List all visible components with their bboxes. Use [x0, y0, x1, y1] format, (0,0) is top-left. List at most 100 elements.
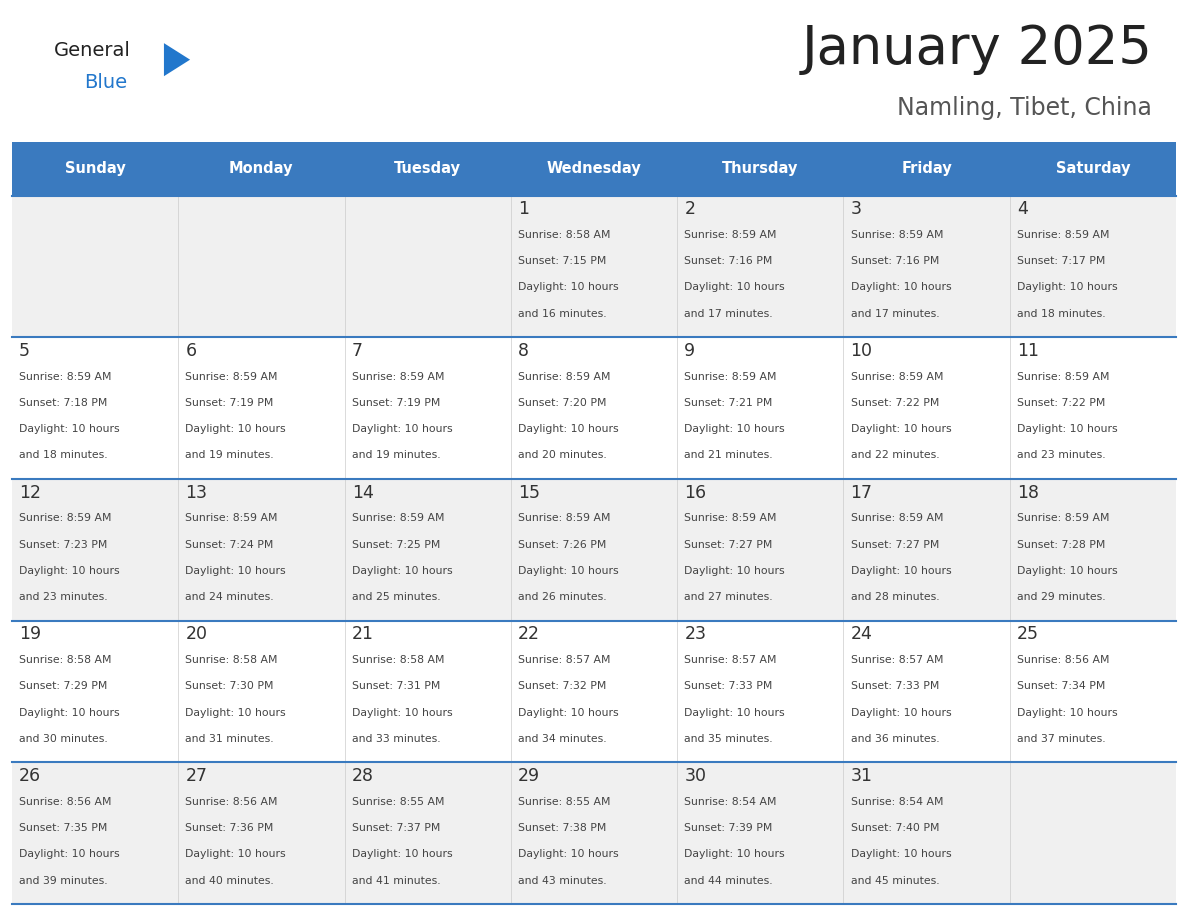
Text: Sunrise: 8:59 AM: Sunrise: 8:59 AM — [185, 513, 278, 523]
Text: Sunrise: 8:59 AM: Sunrise: 8:59 AM — [851, 513, 943, 523]
Text: and 44 minutes.: and 44 minutes. — [684, 876, 773, 886]
Text: Blue: Blue — [84, 73, 127, 93]
Text: 1: 1 — [518, 200, 529, 218]
Text: and 34 minutes.: and 34 minutes. — [518, 733, 607, 744]
Text: Sunset: 7:32 PM: Sunset: 7:32 PM — [518, 681, 606, 691]
Text: Sunrise: 8:56 AM: Sunrise: 8:56 AM — [19, 797, 112, 807]
Text: Sunset: 7:27 PM: Sunset: 7:27 PM — [851, 540, 939, 550]
Text: 10: 10 — [851, 341, 873, 360]
Text: and 41 minutes.: and 41 minutes. — [352, 876, 441, 886]
Text: 6: 6 — [185, 341, 196, 360]
Text: Namling, Tibet, China: Namling, Tibet, China — [897, 96, 1152, 120]
Text: Sunset: 7:15 PM: Sunset: 7:15 PM — [518, 256, 606, 266]
Text: Sunset: 7:38 PM: Sunset: 7:38 PM — [518, 823, 606, 833]
Text: 20: 20 — [185, 625, 208, 644]
Text: Sunrise: 8:59 AM: Sunrise: 8:59 AM — [684, 230, 777, 240]
Text: and 29 minutes.: and 29 minutes. — [1017, 592, 1106, 602]
Text: Sunrise: 8:54 AM: Sunrise: 8:54 AM — [684, 797, 777, 807]
Text: 24: 24 — [851, 625, 872, 644]
Text: Sunset: 7:26 PM: Sunset: 7:26 PM — [518, 540, 606, 550]
Text: 21: 21 — [352, 625, 374, 644]
Text: Sunset: 7:31 PM: Sunset: 7:31 PM — [352, 681, 440, 691]
Text: Sunrise: 8:59 AM: Sunrise: 8:59 AM — [352, 372, 444, 382]
Text: Daylight: 10 hours: Daylight: 10 hours — [185, 708, 286, 718]
Text: Sunrise: 8:59 AM: Sunrise: 8:59 AM — [518, 513, 611, 523]
Text: 13: 13 — [185, 484, 208, 501]
Text: Daylight: 10 hours: Daylight: 10 hours — [352, 708, 453, 718]
Text: Saturday: Saturday — [1056, 162, 1130, 176]
Text: Daylight: 10 hours: Daylight: 10 hours — [851, 424, 952, 434]
Text: Sunrise: 8:59 AM: Sunrise: 8:59 AM — [518, 372, 611, 382]
Bar — [12, 337, 1176, 479]
Text: Daylight: 10 hours: Daylight: 10 hours — [518, 565, 619, 576]
Text: Sunrise: 8:59 AM: Sunrise: 8:59 AM — [851, 230, 943, 240]
Text: Sunset: 7:37 PM: Sunset: 7:37 PM — [352, 823, 440, 833]
Text: Sunrise: 8:54 AM: Sunrise: 8:54 AM — [851, 797, 943, 807]
Text: Daylight: 10 hours: Daylight: 10 hours — [185, 424, 286, 434]
Text: Sunrise: 8:55 AM: Sunrise: 8:55 AM — [352, 797, 444, 807]
Text: Sunset: 7:30 PM: Sunset: 7:30 PM — [185, 681, 273, 691]
Text: Sunset: 7:33 PM: Sunset: 7:33 PM — [684, 681, 772, 691]
Text: and 30 minutes.: and 30 minutes. — [19, 733, 108, 744]
Text: Sunset: 7:33 PM: Sunset: 7:33 PM — [851, 681, 939, 691]
Text: 12: 12 — [19, 484, 42, 501]
Text: Sunrise: 8:56 AM: Sunrise: 8:56 AM — [1017, 655, 1110, 666]
Text: and 17 minutes.: and 17 minutes. — [851, 308, 940, 319]
Bar — [12, 621, 1176, 763]
Text: Sunrise: 8:57 AM: Sunrise: 8:57 AM — [851, 655, 943, 666]
Text: and 39 minutes.: and 39 minutes. — [19, 876, 108, 886]
Text: 14: 14 — [352, 484, 373, 501]
Text: Sunset: 7:21 PM: Sunset: 7:21 PM — [684, 397, 772, 408]
Text: Daylight: 10 hours: Daylight: 10 hours — [19, 849, 120, 859]
Text: 25: 25 — [1017, 625, 1040, 644]
Text: Daylight: 10 hours: Daylight: 10 hours — [19, 565, 120, 576]
Text: Sunset: 7:25 PM: Sunset: 7:25 PM — [352, 540, 440, 550]
Text: 8: 8 — [518, 341, 529, 360]
Text: and 25 minutes.: and 25 minutes. — [352, 592, 441, 602]
Text: Sunset: 7:29 PM: Sunset: 7:29 PM — [19, 681, 107, 691]
Text: Sunset: 7:40 PM: Sunset: 7:40 PM — [851, 823, 939, 833]
Text: Sunset: 7:24 PM: Sunset: 7:24 PM — [185, 540, 273, 550]
Text: Sunrise: 8:58 AM: Sunrise: 8:58 AM — [352, 655, 444, 666]
Text: 2: 2 — [684, 200, 695, 218]
Text: Sunday: Sunday — [64, 162, 126, 176]
Text: and 31 minutes.: and 31 minutes. — [185, 733, 274, 744]
Text: Tuesday: Tuesday — [394, 162, 461, 176]
Text: Thursday: Thursday — [722, 162, 798, 176]
Text: Sunrise: 8:59 AM: Sunrise: 8:59 AM — [19, 372, 112, 382]
Text: Sunset: 7:18 PM: Sunset: 7:18 PM — [19, 397, 107, 408]
Text: 31: 31 — [851, 767, 873, 785]
Text: and 45 minutes.: and 45 minutes. — [851, 876, 940, 886]
Text: 19: 19 — [19, 625, 42, 644]
Text: 22: 22 — [518, 625, 541, 644]
Text: Daylight: 10 hours: Daylight: 10 hours — [518, 849, 619, 859]
Text: and 35 minutes.: and 35 minutes. — [684, 733, 773, 744]
Text: Sunrise: 8:59 AM: Sunrise: 8:59 AM — [1017, 230, 1110, 240]
Text: Sunset: 7:35 PM: Sunset: 7:35 PM — [19, 823, 107, 833]
Text: and 19 minutes.: and 19 minutes. — [352, 451, 441, 460]
Text: and 37 minutes.: and 37 minutes. — [1017, 733, 1106, 744]
Text: and 20 minutes.: and 20 minutes. — [518, 451, 607, 460]
Text: 30: 30 — [684, 767, 707, 785]
Text: and 17 minutes.: and 17 minutes. — [684, 308, 773, 319]
Text: Daylight: 10 hours: Daylight: 10 hours — [851, 565, 952, 576]
Text: Sunrise: 8:58 AM: Sunrise: 8:58 AM — [185, 655, 278, 666]
Text: Sunrise: 8:59 AM: Sunrise: 8:59 AM — [352, 513, 444, 523]
Text: Sunrise: 8:59 AM: Sunrise: 8:59 AM — [684, 372, 777, 382]
Text: Sunrise: 8:59 AM: Sunrise: 8:59 AM — [851, 372, 943, 382]
Text: Daylight: 10 hours: Daylight: 10 hours — [185, 565, 286, 576]
Bar — [12, 196, 1176, 337]
Text: Sunrise: 8:58 AM: Sunrise: 8:58 AM — [518, 230, 611, 240]
Text: 9: 9 — [684, 341, 695, 360]
Text: Sunset: 7:17 PM: Sunset: 7:17 PM — [1017, 256, 1105, 266]
Text: 26: 26 — [19, 767, 42, 785]
Text: and 18 minutes.: and 18 minutes. — [1017, 308, 1106, 319]
Text: 11: 11 — [1017, 341, 1040, 360]
Text: and 23 minutes.: and 23 minutes. — [1017, 451, 1106, 460]
Text: Sunset: 7:22 PM: Sunset: 7:22 PM — [1017, 397, 1105, 408]
Text: Sunrise: 8:59 AM: Sunrise: 8:59 AM — [19, 513, 112, 523]
Text: Sunrise: 8:59 AM: Sunrise: 8:59 AM — [684, 513, 777, 523]
Text: Sunrise: 8:59 AM: Sunrise: 8:59 AM — [1017, 372, 1110, 382]
Text: Daylight: 10 hours: Daylight: 10 hours — [1017, 565, 1118, 576]
Text: and 36 minutes.: and 36 minutes. — [851, 733, 940, 744]
